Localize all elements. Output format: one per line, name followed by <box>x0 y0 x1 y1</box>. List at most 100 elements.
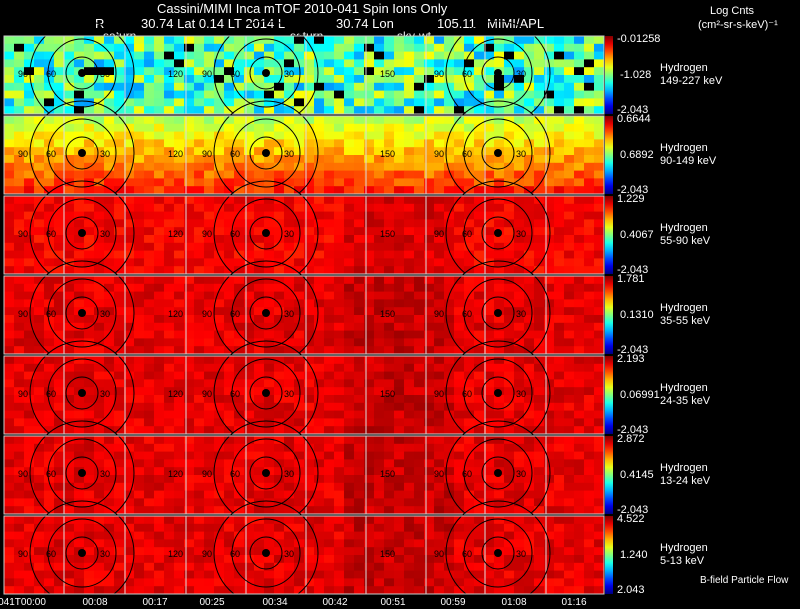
heat-cell <box>164 562 175 571</box>
heat-cell <box>544 43 555 52</box>
heat-cell <box>4 436 15 445</box>
heat-cell <box>514 283 525 292</box>
heat-cell <box>84 523 95 532</box>
heat-cell <box>394 426 405 435</box>
heat-cell <box>354 98 365 107</box>
heat-cell <box>394 211 405 220</box>
heat-cell <box>54 570 65 579</box>
heat-cell <box>184 59 195 68</box>
heat-cell <box>194 178 205 187</box>
heat-cell <box>224 322 235 331</box>
heat-cell <box>84 330 95 339</box>
heat-cell <box>354 539 365 548</box>
heat-cell <box>414 379 425 388</box>
heat-cell <box>434 555 445 564</box>
heat-cell <box>44 578 55 587</box>
contour-ring <box>47 38 117 108</box>
heat-cell <box>84 283 95 292</box>
heat-cell <box>114 106 125 115</box>
heat-cell <box>474 98 485 107</box>
heat-cell <box>414 516 425 525</box>
contour-label: 30 <box>100 309 110 319</box>
heat-cell <box>134 82 145 91</box>
heat-cell <box>444 443 455 452</box>
heat-cell <box>424 75 435 84</box>
heat-cell <box>474 482 485 491</box>
heat-cell <box>124 562 135 571</box>
heat-cell <box>124 371 135 380</box>
heat-cell <box>94 523 105 532</box>
heat-cell <box>44 123 55 132</box>
heat-cell <box>354 451 365 460</box>
heat-cell <box>34 387 45 396</box>
heat-cell <box>224 410 235 419</box>
heat-cell <box>304 410 315 419</box>
heat-cell <box>174 436 185 445</box>
heat-cell <box>364 475 375 484</box>
heat-cell <box>384 178 395 187</box>
heat-cell <box>534 363 545 372</box>
heat-cell <box>394 498 405 507</box>
heat-cell <box>464 266 475 275</box>
heat-cell <box>444 315 455 324</box>
heat-cell <box>384 523 395 532</box>
heat-cell <box>294 82 305 91</box>
heat-cell <box>164 116 175 125</box>
heat-cell <box>244 570 255 579</box>
heat-cell <box>564 371 575 380</box>
heat-cell <box>434 315 445 324</box>
heat-cell <box>74 266 85 275</box>
heat-cell <box>224 235 235 244</box>
energy-label: 5-13 keV <box>660 555 705 567</box>
heat-cell <box>534 523 545 532</box>
heat-cell <box>114 490 125 499</box>
heat-cell <box>114 116 125 125</box>
heat-cell <box>184 67 195 76</box>
colorbar-max: 1.781 <box>617 273 645 285</box>
heat-cell <box>174 562 185 571</box>
heat-cell <box>194 90 205 99</box>
heat-cell <box>554 203 565 212</box>
heat-cell <box>154 356 165 365</box>
heat-cell <box>414 227 425 236</box>
heat-cell <box>464 67 475 76</box>
heat-cell <box>54 578 65 587</box>
heat-cell <box>364 170 375 179</box>
heat-cell <box>34 123 45 132</box>
heat-cell <box>354 211 365 220</box>
heat-cell <box>74 379 85 388</box>
heat-cell <box>24 539 35 548</box>
heat-cell <box>294 570 305 579</box>
contour-label: 90 <box>434 389 444 399</box>
heat-cell <box>134 291 145 300</box>
heat-cell <box>534 338 545 347</box>
heat-cell <box>114 90 125 99</box>
heat-cell <box>114 211 125 220</box>
heat-cell <box>304 43 315 52</box>
heat-cell <box>134 250 145 259</box>
heat-cell <box>444 426 455 435</box>
heat-cell <box>514 67 525 76</box>
heat-cell <box>404 506 415 515</box>
heat-cell <box>414 242 425 251</box>
heat-cell <box>574 162 585 171</box>
heat-cell <box>144 356 155 365</box>
heat-cell <box>84 186 95 195</box>
heat-cell <box>184 155 195 164</box>
heat-cell <box>224 250 235 259</box>
heat-cell <box>474 186 485 195</box>
heat-cell <box>414 482 425 491</box>
heat-cell <box>194 227 205 236</box>
heat-cell <box>114 43 125 52</box>
heat-cell <box>64 235 75 244</box>
heat-cell <box>584 162 595 171</box>
heat-cell <box>384 346 395 355</box>
heat-cell <box>154 36 165 45</box>
heat-cell <box>264 356 275 365</box>
heat-cell <box>424 162 435 171</box>
heat-cell <box>434 531 445 540</box>
heat-cell <box>444 578 455 587</box>
heat-cell <box>344 578 355 587</box>
heat-cell <box>584 98 595 107</box>
contour-label: 30 <box>284 389 294 399</box>
